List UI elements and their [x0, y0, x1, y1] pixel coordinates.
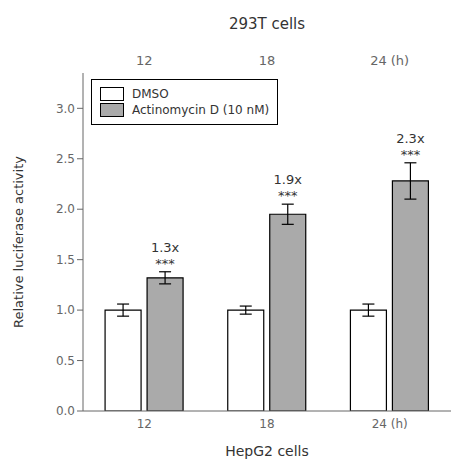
- svg-text:2.0: 2.0: [56, 202, 75, 216]
- svg-text:293T cells: 293T cells: [229, 15, 305, 33]
- svg-text:18: 18: [259, 53, 276, 68]
- svg-text:HepG2 cells: HepG2 cells: [225, 443, 309, 459]
- svg-text:2.3x: 2.3x: [396, 131, 425, 146]
- svg-text:3.0: 3.0: [56, 102, 75, 116]
- svg-text:1.5: 1.5: [56, 253, 75, 267]
- svg-text:24 (h): 24 (h): [372, 417, 408, 431]
- svg-text:2.5: 2.5: [56, 152, 75, 166]
- html-text:DMSO: DMSO: [132, 87, 169, 101]
- svg-text:1.0: 1.0: [56, 303, 75, 317]
- svg-text:***: ***: [155, 256, 175, 271]
- svg-text:Relative luciferase activity: Relative luciferase activity: [11, 156, 26, 328]
- svg-text:0.5: 0.5: [56, 354, 75, 368]
- svg-text:18: 18: [259, 417, 274, 431]
- svg-text:0.0: 0.0: [56, 404, 75, 418]
- html-text:Actinomycin D (10 nM): Actinomycin D (10 nM): [132, 103, 270, 117]
- svg-text:12: 12: [137, 417, 152, 431]
- svg-text:1.3x: 1.3x: [151, 240, 180, 255]
- svg-text:24 (h): 24 (h): [370, 53, 409, 68]
- svg-text:***: ***: [278, 188, 298, 203]
- svg-text:***: ***: [401, 147, 421, 162]
- svg-text:12: 12: [136, 53, 153, 68]
- svg-text:1.9x: 1.9x: [274, 172, 303, 187]
